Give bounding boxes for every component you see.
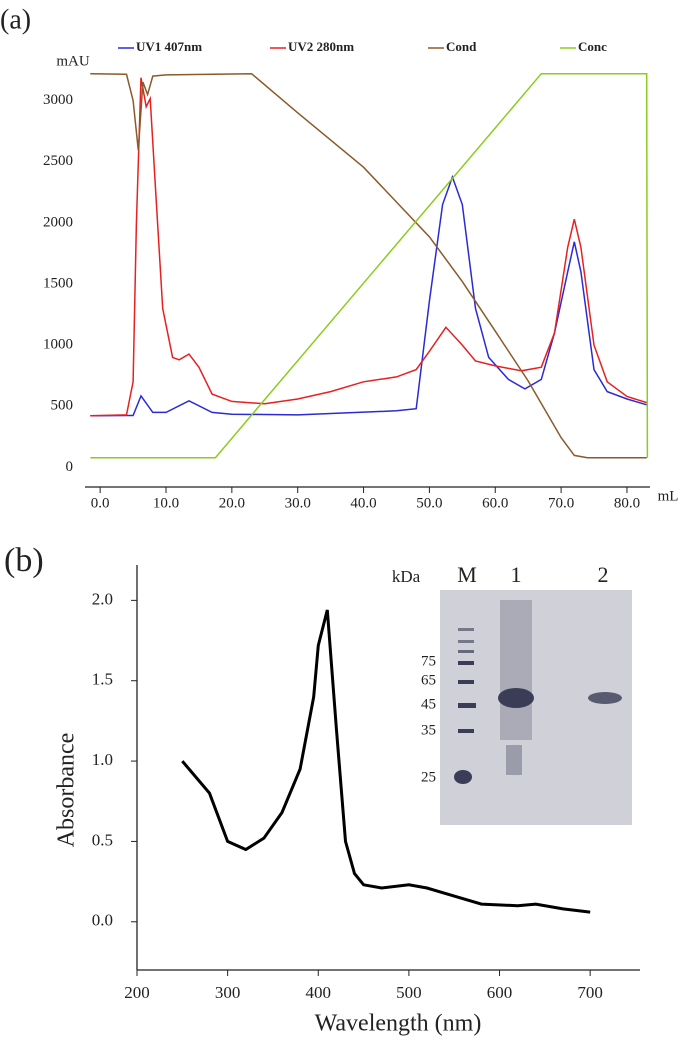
- marker-label: 35: [421, 722, 436, 738]
- y-tick-label: 1500: [43, 275, 73, 291]
- y-tick-label: 3000: [43, 92, 73, 108]
- y-tick-label: 2500: [43, 153, 73, 169]
- legend-label: UV2 280nm: [288, 39, 354, 54]
- x-tick-label: 700: [577, 983, 603, 1002]
- y-tick-label: 0: [66, 459, 74, 475]
- y-tick-label: 1.5: [92, 670, 113, 689]
- lane-label: 2: [598, 562, 609, 587]
- inset-unit: kDa: [392, 567, 421, 586]
- marker-label: 25: [421, 769, 436, 785]
- marker-label: 75: [421, 653, 436, 669]
- lane-label: 1: [511, 562, 522, 587]
- panel-label: (b): [4, 542, 44, 579]
- legend-label: Conc: [578, 39, 607, 54]
- y-tick-label: 2.0: [92, 589, 113, 608]
- x-tick-label: 20.0: [219, 495, 245, 511]
- x-tick-label: 200: [124, 983, 150, 1002]
- marker-label: 45: [421, 696, 436, 712]
- legend-label: Cond: [446, 39, 477, 54]
- y-tick-label: 2000: [43, 214, 73, 230]
- y-tick-label: 500: [51, 398, 74, 414]
- x-tick-label: 600: [487, 983, 513, 1002]
- x-tick-label: 70.0: [548, 495, 574, 511]
- lane-label: M: [457, 562, 477, 587]
- gel-bands: [454, 600, 622, 784]
- y-tick-label: 0.5: [92, 830, 113, 849]
- x-tick-label: 60.0: [482, 495, 508, 511]
- series-line: [90, 77, 647, 417]
- series-line: [90, 72, 647, 459]
- x-tick-label: 40.0: [350, 495, 376, 511]
- x-tick-label: 10.0: [153, 495, 179, 511]
- y-tick-label: 0.0: [92, 911, 113, 930]
- x-tick-label: 80.0: [614, 495, 640, 511]
- x-tick-label: 300: [215, 983, 241, 1002]
- series-line: [90, 72, 649, 459]
- x-tick-label: 0.0: [91, 495, 110, 511]
- x-tick-label: 400: [306, 983, 332, 1002]
- x-tick-label: 500: [396, 983, 422, 1002]
- y-axis-label: Absorbance: [54, 733, 80, 848]
- y-axis-label: mAU: [56, 53, 90, 69]
- x-tick-label: 50.0: [416, 495, 442, 511]
- x-axis-label: mL: [658, 488, 679, 504]
- legend-label: UV1 407nm: [136, 39, 202, 54]
- x-tick-label: 30.0: [285, 495, 311, 511]
- marker-label: 65: [421, 672, 436, 688]
- y-tick-label: 1.0: [92, 750, 113, 769]
- panel-label: (a): [0, 4, 31, 35]
- spectrum-line: [181, 609, 591, 914]
- series-line: [90, 174, 647, 417]
- x-axis-label: Wavelength (nm): [315, 1011, 482, 1037]
- y-tick-label: 1000: [43, 337, 73, 353]
